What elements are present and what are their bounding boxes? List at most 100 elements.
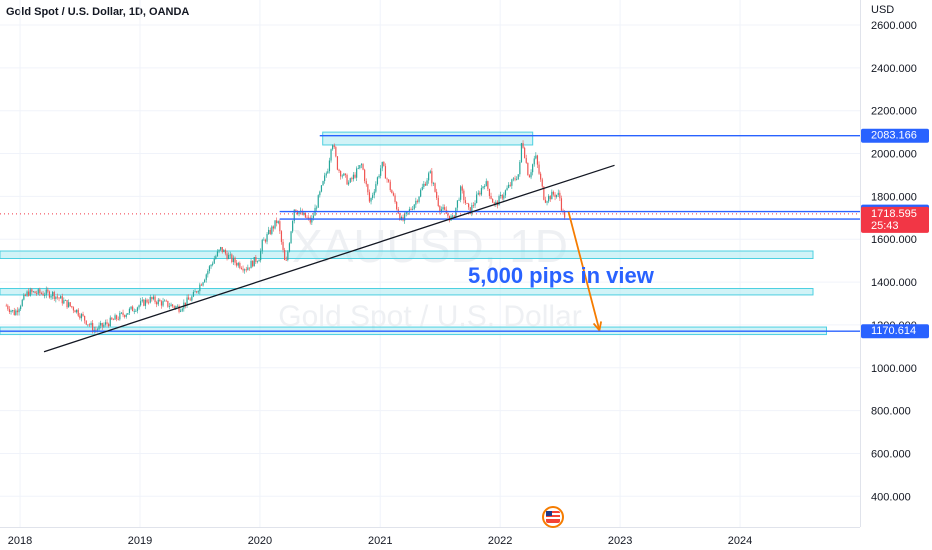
- candle-body: [415, 200, 417, 205]
- time-axis[interactable]: 2018 2019 2020 2021 2022 2023 2024: [8, 535, 752, 547]
- trendline[interactable]: [43, 164, 615, 353]
- currency-label: USD: [871, 4, 895, 16]
- candle-body: [388, 179, 390, 182]
- candle-body: [152, 296, 155, 300]
- candle-body: [229, 254, 231, 256]
- candle-body: [466, 202, 468, 204]
- price-zone[interactable]: [322, 131, 534, 146]
- candle-body: [141, 299, 143, 302]
- candle-body: [312, 215, 315, 218]
- candle-body: [404, 213, 406, 221]
- candle-body: [556, 194, 558, 198]
- candle-body: [327, 171, 329, 174]
- candle-body: [432, 183, 435, 184]
- candle-body: [351, 178, 353, 180]
- projection-arrow[interactable]: [567, 211, 603, 331]
- price-zone[interactable]: [0, 287, 814, 296]
- candle-body: [127, 313, 129, 315]
- candle-body: [490, 195, 492, 199]
- arrow-head[interactable]: [592, 322, 601, 331]
- candle-body: [520, 143, 523, 163]
- candle-body: [282, 241, 284, 250]
- candle-body: [447, 213, 449, 216]
- candle-body: [52, 291, 54, 297]
- candle-body: [527, 162, 529, 176]
- candle-body: [100, 322, 102, 326]
- price-tick-label: 1600.000: [871, 234, 917, 246]
- price-badge-bg: [861, 128, 929, 143]
- candle-body: [111, 317, 113, 320]
- candle-body: [45, 289, 47, 296]
- candle-body: [199, 284, 201, 292]
- candle-body: [509, 184, 511, 186]
- candle-body: [146, 299, 148, 303]
- candle-body: [197, 291, 199, 293]
- candle-body: [268, 229, 270, 235]
- grid-lines: [0, 0, 860, 527]
- candle-body: [304, 212, 307, 218]
- candle-body: [293, 209, 295, 222]
- candle-body: [554, 194, 556, 198]
- candle-body: [389, 181, 391, 191]
- candle-body: [552, 191, 555, 195]
- candle-body: [226, 253, 228, 259]
- candle-body: [210, 264, 212, 267]
- candlestick-series: [5, 140, 566, 334]
- candle-body: [12, 310, 14, 311]
- price-axis[interactable]: 2600.000 2400.000 2200.000 2000.000 1800.000…: [871, 20, 917, 503]
- candle-body: [533, 158, 535, 165]
- price-badge-bg: [861, 324, 929, 339]
- candle-body: [85, 320, 87, 325]
- candle-body: [194, 291, 196, 293]
- arrow-head[interactable]: [598, 321, 603, 331]
- candle-body: [487, 181, 489, 189]
- candle-body: [343, 173, 345, 176]
- candle-body: [53, 291, 55, 300]
- candle-body: [136, 307, 139, 311]
- candle-body: [71, 306, 73, 308]
- candle-body: [26, 291, 28, 296]
- candle-body: [354, 174, 356, 178]
- candle-body: [63, 300, 65, 304]
- arrow-shaft[interactable]: [567, 211, 601, 331]
- candle-body: [292, 221, 294, 232]
- candle-body: [426, 180, 428, 186]
- candle-body: [348, 182, 350, 185]
- candle-body: [87, 324, 89, 326]
- price-tick-label: 2600.000: [871, 20, 917, 32]
- candle-body: [373, 191, 375, 196]
- price-zone[interactable]: [0, 250, 814, 260]
- trendline-segment[interactable]: [43, 164, 615, 353]
- candle-body: [317, 195, 319, 208]
- candle-body: [436, 191, 438, 198]
- candle-body: [112, 319, 115, 321]
- candle-body: [356, 168, 358, 178]
- us-flag-icon[interactable]: [542, 506, 564, 528]
- candle-body: [60, 296, 62, 299]
- candle-body: [258, 260, 260, 262]
- candle-body: [44, 295, 46, 297]
- candle-body: [412, 209, 414, 210]
- candle-body: [122, 312, 124, 316]
- candle-body: [517, 174, 519, 180]
- candle-body: [245, 269, 247, 271]
- candle-body: [532, 164, 534, 173]
- candle-body: [506, 187, 508, 191]
- candle-body: [24, 294, 27, 296]
- candle-body: [516, 179, 518, 181]
- candle-body: [396, 201, 398, 210]
- candle-body: [119, 312, 121, 320]
- candle-body: [172, 304, 174, 307]
- candle-body: [237, 263, 239, 266]
- candle-body: [500, 194, 502, 197]
- candle-body: [349, 178, 351, 183]
- candle-body: [319, 191, 321, 196]
- candle-body: [383, 161, 385, 167]
- candle-body: [204, 279, 206, 283]
- candle-body: [231, 254, 233, 263]
- candle-body: [250, 260, 252, 269]
- candle-body: [21, 299, 23, 307]
- candle-body: [176, 305, 179, 307]
- candle-body: [455, 207, 457, 218]
